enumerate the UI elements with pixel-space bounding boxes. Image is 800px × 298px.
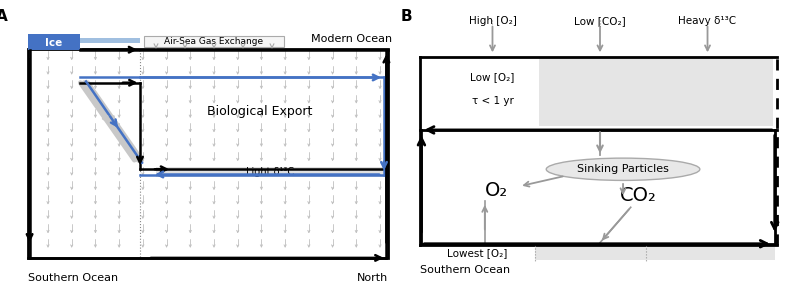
Bar (156, 167, 383, 177)
FancyBboxPatch shape (144, 35, 284, 46)
Text: Light δ¹³C: Light δ¹³C (246, 167, 294, 177)
Text: Modern Ocean: Modern Ocean (311, 34, 392, 44)
Text: τ ~ 1 yr: τ ~ 1 yr (579, 96, 621, 106)
Text: Southern Ocean: Southern Ocean (28, 273, 118, 283)
Text: Heavy δ¹³C: Heavy δ¹³C (678, 16, 737, 26)
Text: Air-Sea Gas Exchange: Air-Sea Gas Exchange (165, 37, 263, 46)
Bar (28, 34, 80, 50)
Bar (538, 58, 773, 126)
Text: North: North (357, 273, 388, 283)
Bar (80, 38, 140, 44)
Text: Low [O₂]: Low [O₂] (470, 72, 514, 83)
Bar (28, 49, 388, 258)
Text: Light δ¹³C: Light δ¹³C (682, 72, 734, 83)
Text: τ < 1 yr: τ < 1 yr (471, 96, 514, 106)
Text: A: A (0, 9, 8, 24)
Bar (534, 247, 774, 260)
Text: Lightest δ¹³C: Lightest δ¹³C (666, 248, 734, 258)
Text: CO₂: CO₂ (620, 186, 657, 205)
Text: Ice: Ice (46, 38, 62, 48)
Text: Low [CO₂]: Low [CO₂] (574, 16, 626, 26)
Ellipse shape (546, 158, 700, 180)
Text: Southern Ocean: Southern Ocean (419, 265, 510, 275)
Text: B: B (400, 9, 412, 24)
Text: High [O₂]: High [O₂] (469, 16, 517, 26)
Text: Sinking Particles: Sinking Particles (577, 164, 669, 174)
Text: Biological Export: Biological Export (207, 105, 313, 118)
Text: Highest [CO₂]: Highest [CO₂] (553, 248, 624, 258)
Text: High [CO₂]: High [CO₂] (572, 72, 628, 83)
Text: O₂: O₂ (485, 181, 508, 200)
Text: τ ~ 10 yr: τ ~ 10 yr (683, 96, 732, 106)
Text: Lowest [O₂]: Lowest [O₂] (447, 248, 507, 258)
